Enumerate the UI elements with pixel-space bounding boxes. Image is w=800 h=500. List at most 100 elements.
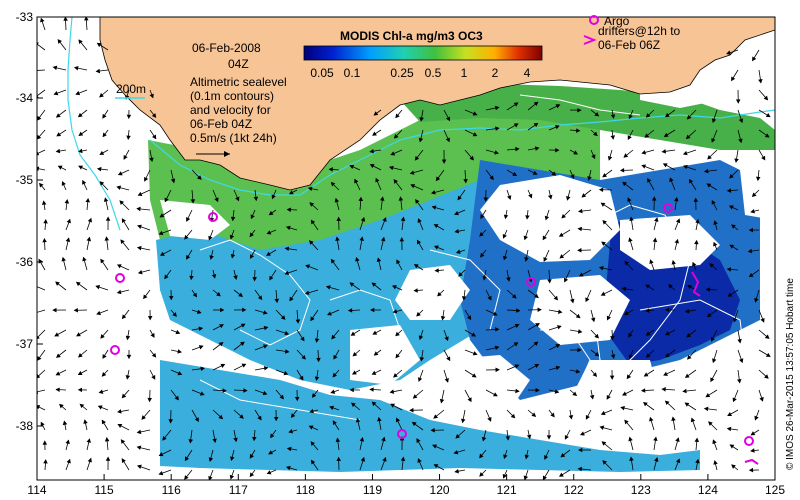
velocity-arrowhead (621, 286, 627, 292)
velocity-arrow (37, 309, 46, 313)
velocity-arrowhead (622, 391, 627, 396)
colorbar-tick-label: 4 (524, 66, 531, 80)
velocity-arrowhead (554, 125, 560, 130)
velocity-arrowhead (563, 277, 569, 283)
velocity-arrowhead (731, 76, 736, 82)
velocity-arrowhead (454, 468, 459, 474)
velocity-arrowhead (332, 372, 337, 378)
velocity-arrowhead (711, 199, 716, 205)
velocity-arrowhead (211, 273, 217, 279)
velocity-arrowhead (311, 393, 317, 398)
velocity-arrowhead (665, 112, 670, 118)
velocity-arrowhead (382, 456, 387, 462)
velocity-arrowhead (334, 197, 340, 203)
argo-float (663, 203, 673, 213)
velocity-arrowhead (376, 257, 382, 263)
velocity-arrowhead (578, 208, 583, 214)
velocity-arrowhead (526, 434, 532, 440)
velocity-arrowhead (532, 170, 538, 175)
velocity-arrowhead (121, 218, 126, 223)
velocity-arrowhead (125, 335, 131, 341)
velocity-arrowhead (220, 363, 226, 368)
velocity-arrowhead (482, 275, 487, 281)
velocity-arrowhead (170, 178, 176, 184)
velocity-arrowhead (330, 389, 336, 394)
drifter-legend-icon (583, 35, 597, 45)
velocity-arrowhead (238, 292, 243, 298)
velocity-arrowhead (116, 264, 122, 269)
velocity-arrowhead (628, 332, 633, 338)
velocity-arrowhead (40, 421, 45, 427)
velocity-arrowhead (66, 218, 71, 224)
colorbar-tick-label: 0.05 (310, 66, 334, 80)
velocity-arrowhead (398, 196, 404, 201)
velocity-arrowhead (652, 237, 658, 243)
velocity-arrowhead (62, 420, 68, 426)
velocity-arrowhead (754, 415, 759, 421)
velocity-arrowhead (377, 416, 382, 422)
velocity-arrowhead (641, 150, 647, 155)
velocity-arrowhead (433, 464, 439, 469)
argo-float (744, 436, 754, 446)
velocity-arrowhead (629, 216, 634, 221)
velocity-arrowhead (502, 255, 508, 261)
argo-float (110, 345, 120, 355)
velocity-arrowhead (392, 285, 397, 290)
velocity-arrowhead (729, 444, 735, 449)
velocity-arrowhead (435, 176, 441, 182)
velocity-arrowhead (543, 257, 548, 262)
velocity-arrowhead (712, 358, 717, 364)
velocity-arrowhead (164, 274, 169, 280)
velocity-arrowhead (555, 344, 561, 349)
velocity-arrowhead (524, 257, 529, 262)
velocity-arrowhead (123, 155, 128, 160)
velocity-arrowhead (598, 265, 604, 271)
velocity-arrowhead (684, 308, 690, 314)
colorbar-title: MODIS Chl-a mg/m3 OC3 (340, 29, 483, 43)
velocity-arrowhead (359, 236, 364, 242)
velocity-arrowhead (253, 196, 259, 202)
velocity-arrowhead (288, 190, 294, 195)
velocity-arrowhead (555, 147, 560, 153)
velocity-arrowhead (495, 126, 500, 131)
velocity-arrowhead (592, 372, 598, 377)
velocity-arrowhead (432, 444, 437, 449)
velocity-arrowhead (692, 261, 697, 267)
velocity-arrowhead (610, 135, 616, 140)
y-axis: -33 -34 -35 -36 -37 -38 (16, 10, 43, 433)
velocity-arrowhead (389, 389, 395, 394)
velocity-arrowhead (581, 193, 587, 198)
velocity-arrow (37, 43, 46, 51)
velocity-arrowhead (643, 372, 649, 377)
velocity-arrowhead (266, 230, 272, 235)
velocity-arrowhead (727, 412, 732, 416)
x-tick-label: 122 (564, 483, 584, 497)
velocity-arrowhead (682, 388, 687, 394)
velocity-arrowhead (446, 356, 451, 362)
velocity-arrowhead (528, 193, 533, 199)
velocity-arrowhead (309, 202, 315, 207)
velocity-arrowhead (561, 213, 566, 219)
velocity-arrowhead (316, 357, 321, 363)
velocity-arrowhead (331, 334, 336, 340)
velocity-arrowhead (104, 437, 110, 442)
velocity-arrowhead (580, 431, 585, 436)
velocity-arrowhead (489, 175, 494, 181)
velocity-arrowhead (37, 356, 42, 361)
velocity-arrowhead (37, 374, 41, 379)
x-tick-label: 114 (27, 483, 46, 497)
velocity-arrowhead (557, 325, 562, 330)
velocity-arrowhead (515, 388, 520, 394)
velocity-arrowhead (249, 453, 254, 459)
velocity-arrowhead (547, 194, 553, 200)
velocity-arrowhead (243, 388, 248, 393)
velocity-arrowhead (628, 237, 633, 242)
velocity-arrowhead (188, 439, 194, 444)
velocity-arrowhead (37, 134, 42, 140)
velocity-arrowhead (351, 402, 356, 408)
velocity-arrowhead (263, 344, 268, 349)
velocity-arrowhead (395, 417, 401, 423)
colorbar (303, 45, 543, 61)
velocity-arrowhead (196, 309, 202, 314)
chl-lower-band (160, 360, 700, 472)
